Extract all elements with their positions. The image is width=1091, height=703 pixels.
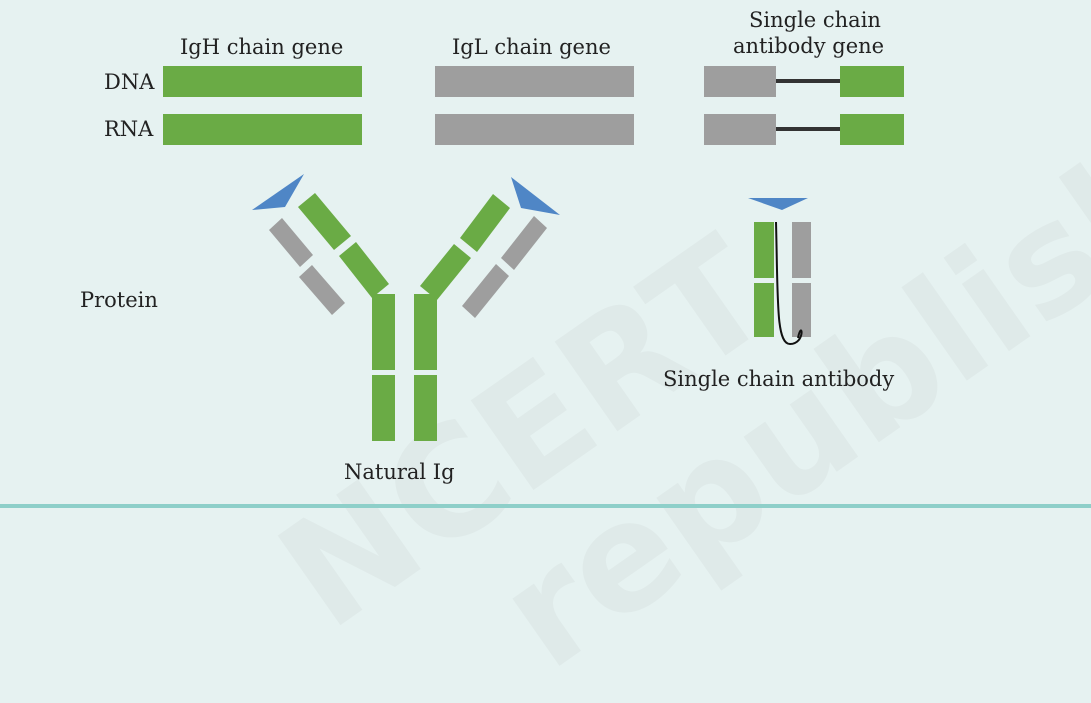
igl-dna-bar <box>435 66 634 97</box>
ig-left-stem-upper <box>372 294 395 370</box>
ig-right-arm-heavy-proximal <box>420 244 471 300</box>
single-rna-light-segment <box>704 114 776 145</box>
igh-rna-bar <box>163 114 362 145</box>
ig-left-arm-heavy-distal <box>298 193 351 250</box>
single-rna-heavy-segment <box>840 114 904 145</box>
igl-rna-bar <box>435 114 634 145</box>
dna-label: DNA <box>104 70 155 94</box>
igh-dna-bar <box>163 66 362 97</box>
protein-label: Protein <box>80 288 158 312</box>
single-light-lower <box>792 283 811 337</box>
ig-right-antigen <box>511 177 560 215</box>
single-chain-gene-label-line2: antibody gene <box>733 34 885 58</box>
ig-right-stem-upper <box>414 294 437 370</box>
ig-left-stem-lower <box>372 375 395 441</box>
igl-chain-gene-label: IgL chain gene <box>452 35 611 59</box>
antibody-diagram <box>0 66 1091 508</box>
igh-chain-gene-label: IgH chain gene <box>180 35 344 59</box>
single-linker-loop <box>775 221 803 346</box>
single-dna-heavy-segment <box>840 66 904 97</box>
ig-left-arm-heavy-proximal <box>339 242 389 298</box>
single-heavy-upper <box>754 222 774 278</box>
ig-left-antigen <box>252 174 304 210</box>
single-light-upper <box>792 222 811 278</box>
single-chain-gene-label-line1: Single chain <box>749 8 881 32</box>
ig-left-arm-light-proximal <box>299 265 345 315</box>
single-heavy-lower <box>754 283 774 337</box>
single-antigen <box>748 198 808 210</box>
rna-label: RNA <box>104 117 154 141</box>
ig-left-arm-light-distal <box>269 218 313 267</box>
ig-right-arm-light-distal <box>501 216 547 270</box>
ig-right-arm-light-proximal <box>462 264 509 318</box>
single-dna-light-segment <box>704 66 776 97</box>
natural-ig-label: Natural Ig <box>344 460 455 484</box>
ig-right-arm-heavy-distal <box>460 194 510 252</box>
ig-right-stem-lower <box>414 375 437 441</box>
single-chain-antibody-label: Single chain antibody <box>663 367 895 391</box>
